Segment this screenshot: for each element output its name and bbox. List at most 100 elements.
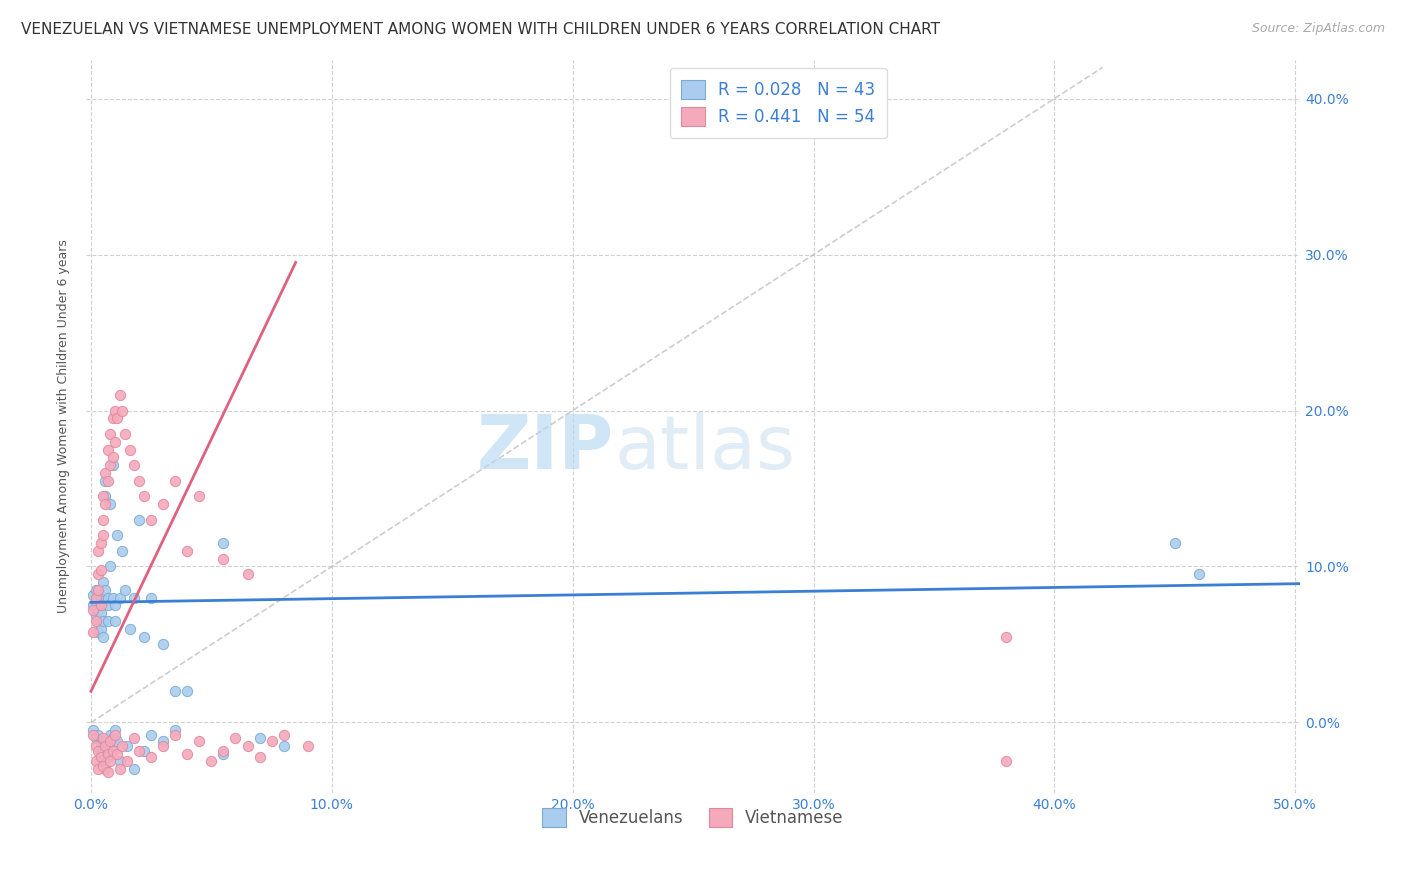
- Point: [114, 582, 136, 597]
- Point: [995, 630, 1018, 644]
- Point: [132, 489, 155, 503]
- Point: [90, 536, 112, 550]
- Point: [91, 575, 114, 590]
- Point: [128, 743, 150, 757]
- Point: [97, 591, 120, 605]
- Point: [107, 411, 129, 425]
- Point: [118, 442, 141, 457]
- Point: [97, 749, 120, 764]
- Point: [104, 434, 127, 449]
- Point: [236, 567, 259, 582]
- Point: [176, 747, 198, 761]
- Point: [212, 551, 235, 566]
- Point: [176, 544, 198, 558]
- Point: [87, 614, 110, 628]
- Point: [87, 567, 110, 582]
- Point: [176, 684, 198, 698]
- Point: [84, 582, 107, 597]
- Point: [98, 728, 121, 742]
- Point: [91, 755, 114, 769]
- Point: [87, 762, 110, 776]
- Point: [141, 728, 163, 742]
- Point: [90, 622, 112, 636]
- Point: [188, 489, 211, 503]
- Point: [104, 403, 127, 417]
- Point: [260, 734, 283, 748]
- Point: [90, 607, 112, 621]
- Point: [87, 603, 110, 617]
- Point: [104, 599, 127, 613]
- Point: [273, 739, 295, 753]
- Point: [87, 728, 110, 742]
- Point: [97, 614, 120, 628]
- Point: [97, 442, 120, 457]
- Point: [111, 544, 134, 558]
- Point: [141, 749, 163, 764]
- Point: [297, 739, 319, 753]
- Point: [101, 591, 124, 605]
- Point: [995, 755, 1018, 769]
- Point: [152, 638, 174, 652]
- Point: [165, 723, 187, 738]
- Point: [87, 625, 110, 640]
- Point: [141, 513, 163, 527]
- Point: [200, 755, 222, 769]
- Point: [97, 474, 120, 488]
- Point: [84, 609, 107, 624]
- Point: [94, 489, 117, 503]
- Point: [107, 528, 129, 542]
- Point: [128, 513, 150, 527]
- Point: [108, 755, 131, 769]
- Point: [98, 747, 121, 761]
- Legend: Venezuelans, Vietnamese: Venezuelans, Vietnamese: [534, 800, 852, 836]
- Y-axis label: Unemployment Among Women with Children Under 6 years: Unemployment Among Women with Children U…: [58, 239, 70, 613]
- Point: [132, 743, 155, 757]
- Point: [249, 749, 271, 764]
- Point: [152, 739, 174, 753]
- Point: [84, 591, 107, 605]
- Point: [224, 731, 246, 745]
- Point: [1188, 567, 1211, 582]
- Point: [87, 743, 110, 757]
- Point: [91, 759, 114, 773]
- Point: [97, 765, 120, 780]
- Point: [107, 734, 129, 748]
- Point: [97, 739, 120, 753]
- Point: [98, 426, 121, 441]
- Point: [128, 474, 150, 488]
- Text: Source: ZipAtlas.com: Source: ZipAtlas.com: [1251, 22, 1385, 36]
- Point: [97, 747, 120, 761]
- Point: [90, 747, 112, 761]
- Point: [87, 582, 110, 597]
- Point: [82, 625, 104, 640]
- Point: [115, 739, 138, 753]
- Point: [91, 489, 114, 503]
- Point: [98, 458, 121, 472]
- Point: [101, 411, 124, 425]
- Point: [90, 599, 112, 613]
- Point: [91, 731, 114, 745]
- Point: [212, 743, 235, 757]
- Point: [141, 591, 163, 605]
- Point: [91, 594, 114, 608]
- Point: [101, 458, 124, 472]
- Point: [165, 684, 187, 698]
- Point: [91, 734, 114, 748]
- Point: [82, 603, 104, 617]
- Text: VENEZUELAN VS VIETNAMESE UNEMPLOYMENT AMONG WOMEN WITH CHILDREN UNDER 6 YEARS CO: VENEZUELAN VS VIETNAMESE UNEMPLOYMENT AM…: [21, 22, 941, 37]
- Point: [84, 614, 107, 628]
- Point: [108, 591, 131, 605]
- Point: [90, 739, 112, 753]
- Point: [82, 599, 104, 613]
- Point: [84, 755, 107, 769]
- Point: [98, 559, 121, 574]
- Point: [94, 743, 117, 757]
- Point: [94, 582, 117, 597]
- Point: [152, 734, 174, 748]
- Point: [212, 536, 235, 550]
- Point: [115, 755, 138, 769]
- Point: [90, 749, 112, 764]
- Point: [84, 594, 107, 608]
- Point: [101, 743, 124, 757]
- Point: [82, 588, 104, 602]
